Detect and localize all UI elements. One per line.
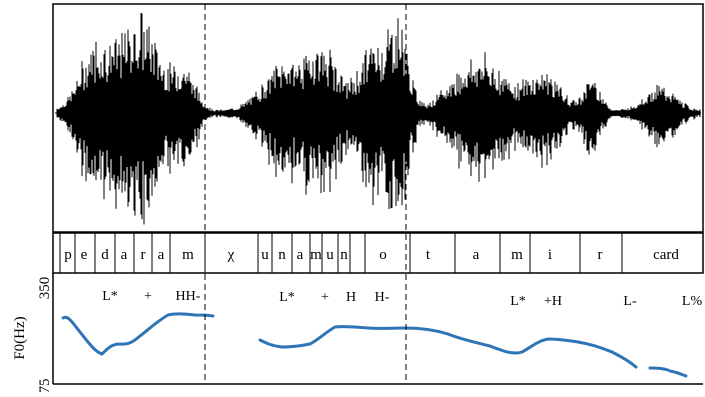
y-axis-min-label: 75 — [37, 379, 53, 393]
segment-tier-frame — [52, 232, 704, 274]
waveform-frame — [52, 3, 704, 233]
pitch-contour — [61, 312, 215, 356]
segment-label: r — [598, 247, 603, 263]
segment-label: p — [64, 247, 72, 263]
waveform-trace — [56, 13, 701, 225]
tone-label: L* — [279, 290, 295, 305]
segment-label: i — [548, 247, 552, 263]
pitch-contour — [668, 369, 688, 378]
segment-label: e — [81, 247, 88, 263]
segment-label: card — [653, 247, 679, 263]
segment-label: a — [121, 247, 128, 263]
segment-label: o — [379, 247, 387, 263]
tone-label: H — [346, 290, 356, 305]
segment-label: n — [340, 247, 348, 263]
segment-labels: p e d a r a m χ u n a m u n o t a m i r card — [64, 247, 679, 263]
tone-labels: L* + HH- L* + H H- L* +H L- L% — [102, 289, 702, 309]
tone-label: L* — [102, 289, 118, 304]
pitch-panel: L* + HH- L* + H H- L* +H L- L% F0(Hz) 350 75 — [12, 273, 703, 394]
word-boundaries — [204, 4, 407, 384]
tone-label: L% — [682, 294, 703, 309]
segment-label: d — [101, 247, 109, 263]
waveform-panel — [52, 3, 704, 233]
segment-label: u — [326, 247, 334, 263]
y-axis-label: F0(Hz) — [12, 316, 28, 359]
segment-label: r — [141, 247, 146, 263]
tone-label: +H — [544, 294, 562, 309]
pitch-contour — [258, 325, 638, 369]
segment-label: a — [297, 247, 304, 263]
segment-label: a — [473, 247, 480, 263]
waveform — [55, 13, 701, 225]
segment-label: a — [158, 247, 165, 263]
segment-label: m — [182, 247, 194, 263]
segment-label: χ — [227, 247, 235, 263]
segment-label: u — [261, 247, 269, 263]
pitch-track — [61, 312, 688, 378]
tone-label: L- — [623, 294, 637, 309]
segment-tier: p e d a r a m χ u n a m u n o t a m i r card — [52, 232, 704, 274]
tone-label: + — [321, 290, 329, 305]
segment-label: n — [278, 247, 286, 263]
segment-label: t — [426, 247, 431, 263]
tone-label: + — [144, 289, 152, 304]
y-axis-max-label: 350 — [37, 277, 53, 300]
pitch-contour — [648, 366, 670, 372]
segment-label: m — [511, 247, 523, 263]
tone-label: L* — [510, 294, 526, 309]
tone-label: H- — [375, 290, 390, 305]
tone-label: HH- — [176, 289, 201, 304]
segment-label: m — [310, 247, 322, 263]
